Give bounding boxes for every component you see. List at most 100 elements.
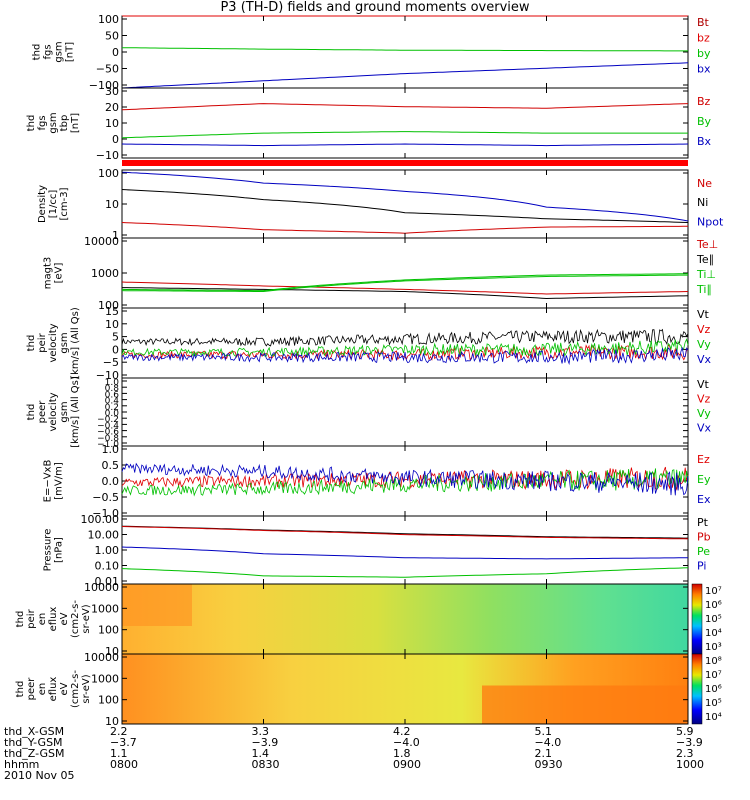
y-tick-label: 100 xyxy=(98,299,119,312)
y-tick-label: 0.8 xyxy=(105,384,120,394)
legend-Vy: Vy xyxy=(697,338,711,351)
colorbar-label: 10⁷ xyxy=(705,670,722,681)
legend-Bz: Bz xyxy=(697,95,711,108)
y-tick-label: −0.8 xyxy=(97,434,119,444)
legend-Vx: Vx xyxy=(697,353,712,366)
ephemeris-value: 0830 xyxy=(251,758,280,771)
y-tick-label: 10 xyxy=(105,715,119,728)
y-axis-label: (cm2-s- xyxy=(70,600,81,638)
y-tick-label: −10 xyxy=(96,369,119,382)
legend-Vt: Vt xyxy=(697,308,710,321)
ephemeris-value: 0900 xyxy=(393,758,421,771)
ephemeris-value: 0930 xyxy=(534,758,563,771)
y-axis-label: Pressure xyxy=(43,529,54,572)
y-tick-label: 100 xyxy=(98,624,119,637)
y-tick-label: 0.2 xyxy=(105,403,119,413)
y-axis-label: thd xyxy=(26,335,37,352)
y-tick-label: 10 xyxy=(105,318,119,331)
y-tick-label: 0.10 xyxy=(95,560,120,573)
series-line-Ey xyxy=(121,468,689,497)
y-tick-label: 0 xyxy=(112,133,119,146)
series-line-Pe xyxy=(121,567,689,578)
legend-Bx: Bx xyxy=(697,135,712,148)
series-line-By xyxy=(121,131,688,139)
ephemeris-value: 1.4 xyxy=(251,747,270,760)
series-line-Npot xyxy=(121,171,689,222)
y-axis-label: velocity xyxy=(48,392,59,431)
date-label: 2010 Nov 05 xyxy=(4,769,75,782)
legend-Vz: Vz xyxy=(697,393,711,406)
colorbar-peir_spec xyxy=(691,583,703,655)
y-tick-label: 0 xyxy=(112,343,119,356)
colorbar-label: 10³ xyxy=(705,642,722,653)
legend-Pi: Pi xyxy=(697,560,706,573)
y-axis-label: gsm xyxy=(59,401,70,422)
y-axis-label: [nT] xyxy=(70,113,81,133)
panel-frame xyxy=(121,87,689,159)
legend-Npot: Npot xyxy=(697,215,724,228)
y-axis-label: fgs xyxy=(43,44,54,59)
y-axis-label: en xyxy=(37,683,48,696)
legend-Ti∥: Ti∥ xyxy=(696,283,712,296)
colorbar-label: 10⁵ xyxy=(705,614,722,625)
y-tick-label: 10 xyxy=(105,117,119,130)
legend-Vz: Vz xyxy=(697,323,711,336)
series-line-Pb xyxy=(121,526,689,540)
ephemeris-row-label: hhmm xyxy=(4,758,40,771)
colorbar-label: 10⁴ xyxy=(705,712,722,723)
legend-Ti⊥: Ti⊥ xyxy=(696,268,716,281)
series-line-Vx xyxy=(121,347,689,366)
ephemeris-row-label: thd_Z-GSM xyxy=(4,747,65,760)
y-tick-label: 5 xyxy=(112,331,119,344)
y-axis-label: velocity xyxy=(48,323,59,362)
panel-frame xyxy=(121,15,689,89)
y-axis-label: eflux xyxy=(48,677,59,702)
y-tick-label: −1.0 xyxy=(97,440,119,450)
y-axis-label: [nT] xyxy=(65,42,76,62)
ephemeris-value: 3.3 xyxy=(251,725,270,738)
y-axis-label: thd xyxy=(26,115,37,132)
colorbar-label: 10⁶ xyxy=(705,684,722,695)
y-tick-label: −100 xyxy=(89,79,119,92)
y-tick-label: 0.6 xyxy=(105,390,120,400)
y-tick-label: 0.01 xyxy=(95,575,120,588)
legend-Ex: Ex xyxy=(697,493,711,506)
legend-Te⊥: Te⊥ xyxy=(696,238,718,251)
series-line-Pt xyxy=(121,525,688,539)
y-tick-label: 1.0 xyxy=(105,378,120,388)
colorbar-label: 10⁴ xyxy=(705,628,722,639)
panel-frame xyxy=(121,377,689,447)
y-axis-label: peer xyxy=(26,677,37,701)
y-tick-label: −0.2 xyxy=(97,415,119,425)
y-tick-label: 30 xyxy=(105,85,119,98)
y-axis-label: [mV/m] xyxy=(54,462,65,500)
y-tick-label: 10000 xyxy=(84,651,119,664)
legend-Ey: Ey xyxy=(697,473,711,486)
ephemeris-value: 1.8 xyxy=(393,747,411,760)
legend-Pt: Pt xyxy=(697,516,709,529)
legend-Pe: Pe xyxy=(697,545,710,558)
y-tick-label: −1.0 xyxy=(92,507,119,520)
ephemeris-value: −3.9 xyxy=(676,736,703,749)
y-tick-label: 10.00 xyxy=(88,529,120,542)
y-axis-label: en xyxy=(37,613,48,626)
y-axis-label: thd xyxy=(15,681,26,698)
spectrogram-band xyxy=(482,685,688,724)
y-axis-label: gsm xyxy=(59,332,70,353)
legend-Ez: Ez xyxy=(697,453,710,466)
y-tick-label: −0.4 xyxy=(97,421,119,431)
y-tick-label: 1.0 xyxy=(102,443,120,456)
y-tick-label: 1000 xyxy=(91,267,119,280)
ephemeris-row-label: thd_X-GSM xyxy=(4,725,65,738)
y-axis-label: E=−VxB xyxy=(43,460,54,503)
series-line-Ti⊥ xyxy=(121,273,689,292)
y-axis-label: [km/s] (All Qs) xyxy=(70,307,81,379)
y-tick-label: 100 xyxy=(98,13,119,26)
y-axis-label: [eV] xyxy=(54,263,65,284)
status-bar xyxy=(122,160,688,166)
y-axis-label: tbp xyxy=(59,115,70,132)
y-tick-label: 10 xyxy=(105,645,119,658)
y-axis-label: eV xyxy=(59,682,70,695)
y-axis-label: fgs xyxy=(37,115,48,130)
y-tick-label: −5 xyxy=(103,356,119,369)
